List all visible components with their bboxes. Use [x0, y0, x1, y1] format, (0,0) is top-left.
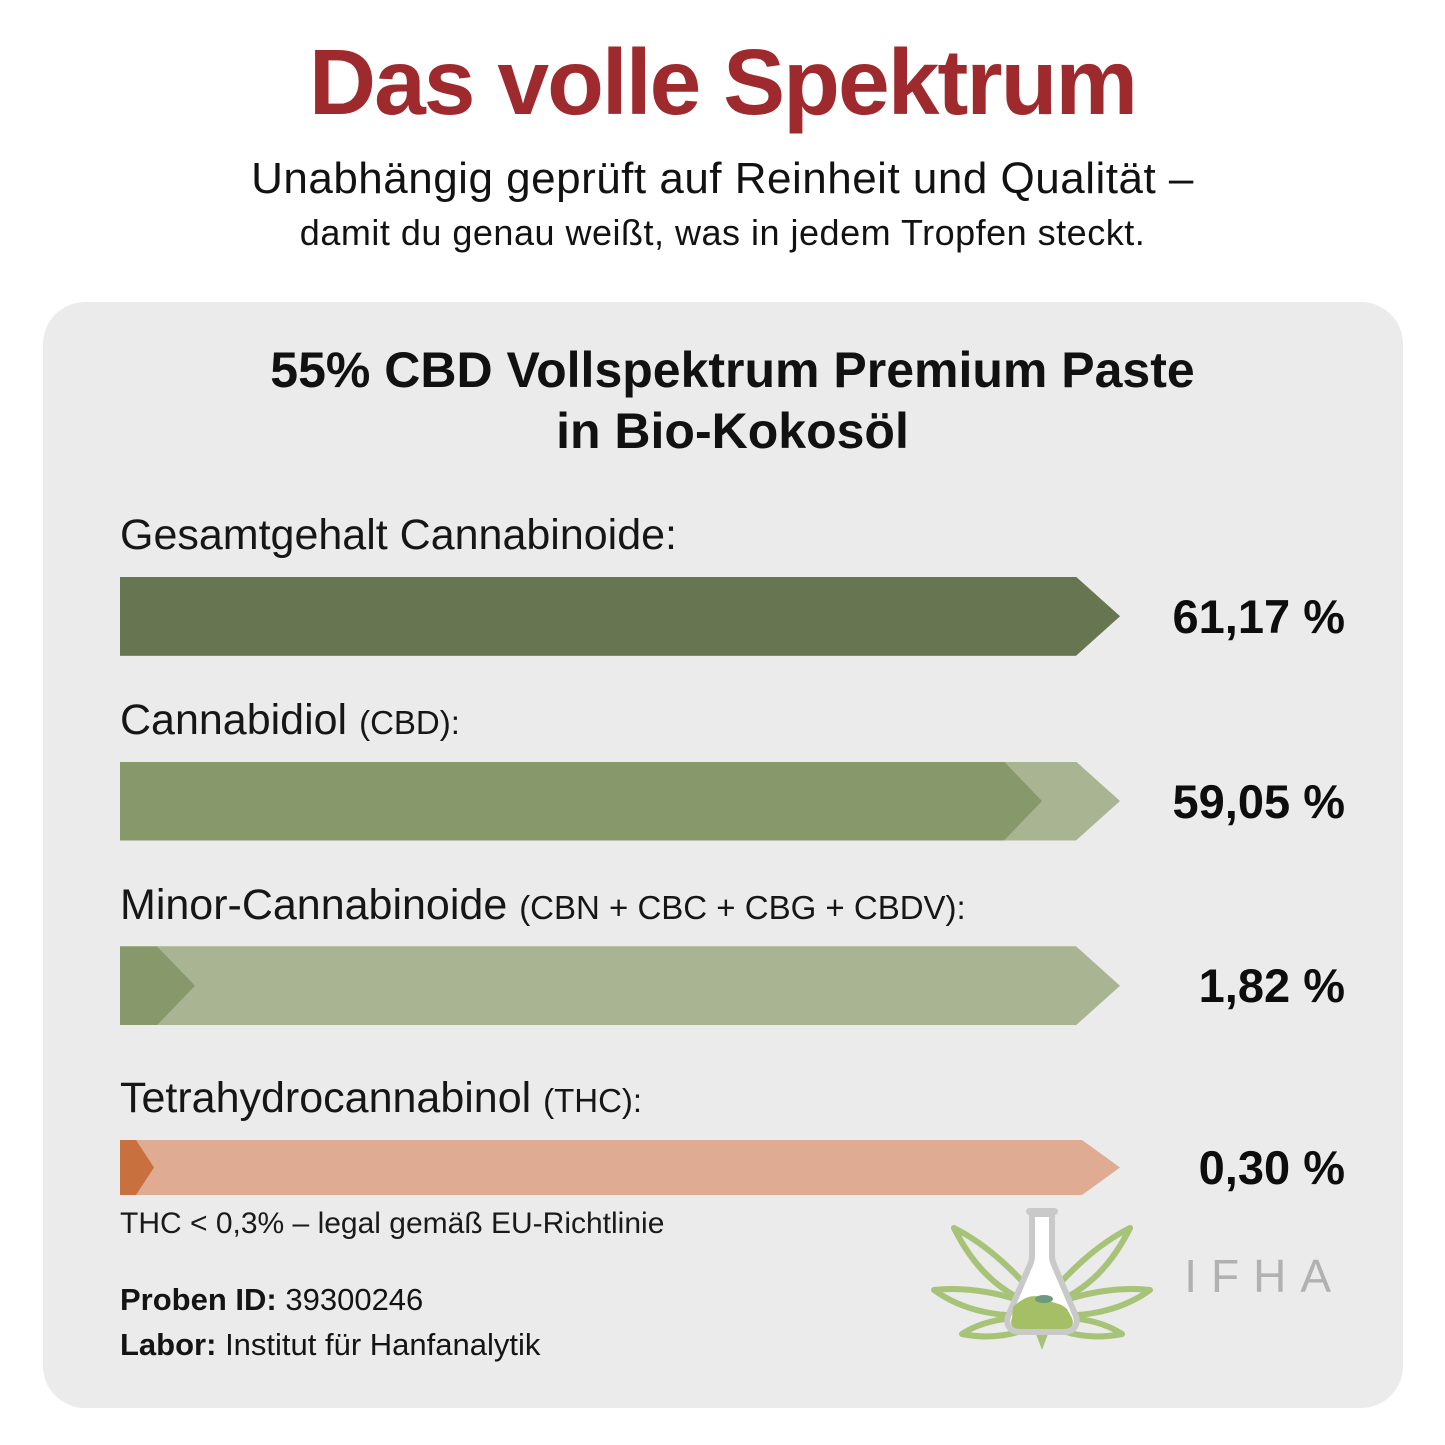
card-footer: Proben ID: 39300246 Labor: Institut für …	[120, 1202, 1345, 1368]
product-title-line-1: 55% CBD Vollspektrum Premium Paste	[270, 342, 1195, 398]
bar-minor-cannabinoids	[120, 946, 1120, 1025]
bar-value: 61,17 %	[1172, 589, 1345, 643]
bar-label-main: Cannabidiol	[120, 695, 348, 744]
bar-label-main: Tetrahydrocannabinol	[120, 1074, 532, 1123]
header: Das volle Spektrum Unabhängig geprüft au…	[0, 0, 1445, 254]
product-title-line-2: in Bio-Kokosöl	[556, 403, 909, 459]
lab-row: Labor: Institut für Hanfanalytik	[120, 1323, 540, 1368]
bar-fill	[120, 1140, 154, 1195]
bar-row: 0,30 %	[120, 1140, 1345, 1195]
bar-row: 61,17 %	[120, 577, 1345, 656]
ifha-logo: IFHA	[920, 1202, 1345, 1350]
bar-label-main: Minor-Cannabinoide	[120, 880, 508, 929]
subtitle-line-1: Unabhängig geprüft auf Reinheit und Qual…	[251, 153, 1194, 203]
bar-group-thc: Tetrahydrocannabinol (THC): 0,30 % THC <…	[120, 1072, 1345, 1241]
sample-id-label: Proben ID:	[120, 1282, 277, 1318]
bar-label-sub: (CBD):	[359, 703, 460, 741]
bar-fill	[120, 946, 195, 1025]
leaf-stem	[1036, 1334, 1049, 1350]
subtitle-line-2: damit du genau weißt, was in jedem Tropf…	[299, 211, 1146, 253]
bar-fill	[120, 577, 1120, 656]
logo-text: IFHA	[1184, 1250, 1345, 1302]
bar-row: 1,82 %	[120, 946, 1345, 1025]
lab-label: Labor:	[120, 1327, 217, 1363]
bar-label: Cannabidiol (CBD):	[120, 694, 1345, 748]
bar-label-sub: (CBN + CBC + CBG + CBDV):	[519, 888, 966, 926]
page-title: Das volle Spektrum	[308, 30, 1138, 134]
bar-value: 0,30 %	[1198, 1141, 1345, 1194]
bar-value: 59,05 %	[1172, 774, 1345, 828]
sample-info: Proben ID: 39300246 Labor: Institut für …	[120, 1278, 540, 1368]
flask-with-hemp-leaf-icon	[931, 1208, 1154, 1350]
flask-cap	[1026, 1208, 1059, 1215]
thc-legal-note: THC < 0,3% – legal gemäß EU-Richtlinie	[120, 1207, 665, 1240]
bar-label: Minor-Cannabinoide (CBN + CBC + CBG + CB…	[120, 879, 1345, 933]
flask-liquid	[1011, 1296, 1074, 1329]
bar-value: 1,82 %	[1198, 959, 1345, 1013]
bar-thc	[120, 1140, 1120, 1195]
bar-group-total-cannabinoids: Gesamtgehalt Cannabinoide: 61,17 %	[120, 509, 1345, 656]
bar-group-cbd: Cannabidiol (CBD): 59,05 %	[120, 694, 1345, 841]
lab-value: Institut für Hanfanalytik	[225, 1327, 541, 1363]
product-title: 55% CBD Vollspektrum Premium Paste in Bi…	[120, 340, 1345, 462]
bar-label-main: Gesamtgehalt Cannabinoide:	[120, 511, 677, 559]
bar-row: 59,05 %	[120, 762, 1345, 841]
bar-group-minor-cannabinoids: Minor-Cannabinoide (CBN + CBC + CBG + CB…	[120, 879, 1345, 1026]
sample-id-value: 39300246	[285, 1282, 424, 1318]
bar-label-sub: (THC):	[543, 1082, 643, 1120]
bar-fill	[120, 762, 1042, 841]
sample-id-row: Proben ID: 39300246	[120, 1278, 540, 1323]
bar-label: Tetrahydrocannabinol (THC):	[120, 1072, 1345, 1126]
bar-total-cannabinoids	[120, 577, 1120, 656]
bar-cbd	[120, 762, 1120, 841]
bar-label: Gesamtgehalt Cannabinoide:	[120, 509, 1345, 563]
lab-result-card: 55% CBD Vollspektrum Premium Paste in Bi…	[43, 302, 1403, 1408]
liquid-blob	[1035, 1295, 1054, 1303]
